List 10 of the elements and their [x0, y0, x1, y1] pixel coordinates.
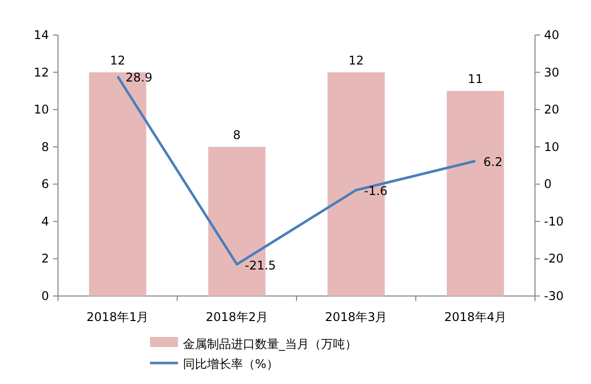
- legend-label: 金属制品进口数量_当月（万吨）: [183, 337, 357, 351]
- data-label: 11: [468, 72, 484, 86]
- data-label: 12: [110, 53, 126, 68]
- data-label: 12: [348, 53, 364, 68]
- data-label: 6.2: [483, 155, 502, 170]
- data-label: -21.5: [244, 258, 276, 272]
- data-label: -1.6: [364, 184, 388, 198]
- data-label: 28.9: [126, 70, 152, 84]
- data-label: 8: [233, 128, 241, 142]
- legend-label: 同比增长率（%）: [183, 357, 278, 371]
